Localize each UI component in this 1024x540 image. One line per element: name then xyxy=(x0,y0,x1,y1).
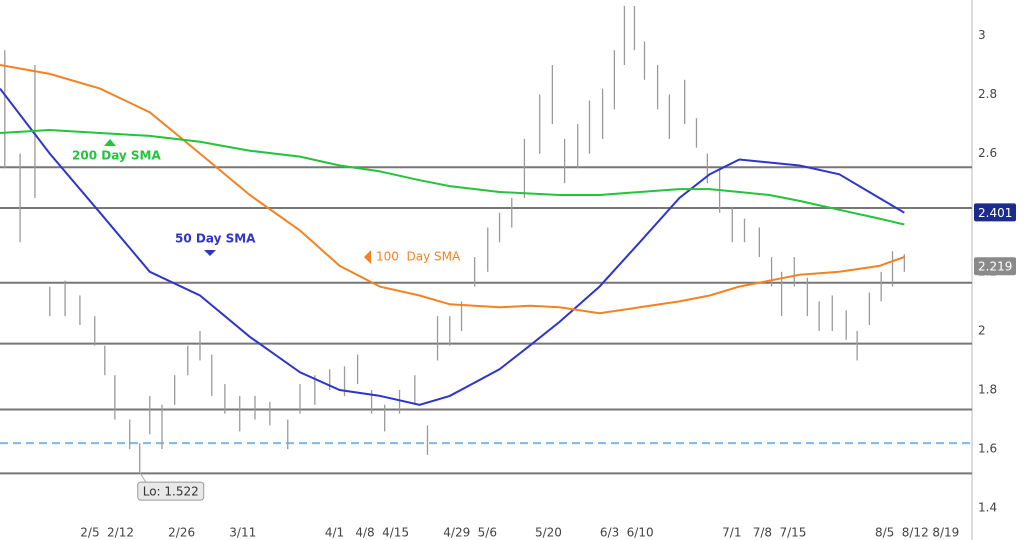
sma-line xyxy=(0,64,905,315)
price-label-box xyxy=(974,203,1016,222)
x-tick-label: 7/8 xyxy=(753,526,772,540)
price-label-box xyxy=(974,257,1016,276)
x-tick-label: 8/19 xyxy=(932,526,959,540)
y-tick-label: 2.8 xyxy=(978,87,997,101)
y-tick-label: 1.8 xyxy=(978,383,997,397)
sma-label: 50 Day SMA xyxy=(175,232,256,246)
y-tick-label: 1.4 xyxy=(978,501,997,515)
sma-label: 100 Day SMA xyxy=(376,250,461,264)
low-label-box xyxy=(137,481,205,501)
y-tick-label: 2 xyxy=(978,323,986,337)
x-tick-label: 8/5 xyxy=(875,526,894,540)
x-tick-label: 2/12 xyxy=(107,526,134,540)
x-tick-label: 6/3 xyxy=(600,526,619,540)
x-tick-label: 4/15 xyxy=(382,526,409,540)
annotation-marker xyxy=(204,250,216,256)
x-tick-label: 7/15 xyxy=(779,526,806,540)
annotation-marker xyxy=(104,139,116,146)
x-tick-label: 5/20 xyxy=(535,526,562,540)
x-tick-label: 2/26 xyxy=(168,526,195,540)
x-tick-label: 7/1 xyxy=(722,526,741,540)
y-tick-label: 1.6 xyxy=(978,442,997,456)
sma-line xyxy=(0,128,905,226)
x-tick-label: 2/5 xyxy=(80,526,99,540)
sma-label: 200 Day SMA xyxy=(72,149,162,163)
y-tick-label: 3 xyxy=(978,28,986,42)
annotation-marker xyxy=(364,250,371,264)
x-tick-label: 4/29 xyxy=(443,526,470,540)
sma-line xyxy=(0,87,905,406)
x-tick-label: 8/12 xyxy=(902,526,929,540)
y-tick-label: 2.6 xyxy=(978,146,997,160)
x-tick-label: 5/6 xyxy=(478,526,497,540)
low-label: Lo: 1.522 xyxy=(143,485,199,499)
x-tick-label: 4/8 xyxy=(355,526,374,540)
price-label: 2.401 xyxy=(978,206,1012,220)
x-tick-label: 3/11 xyxy=(229,526,256,540)
x-tick-label: 4/1 xyxy=(325,526,344,540)
price-label: 2.219 xyxy=(978,260,1012,274)
low-connector xyxy=(139,471,147,483)
x-tick-label: 6/10 xyxy=(627,526,654,540)
